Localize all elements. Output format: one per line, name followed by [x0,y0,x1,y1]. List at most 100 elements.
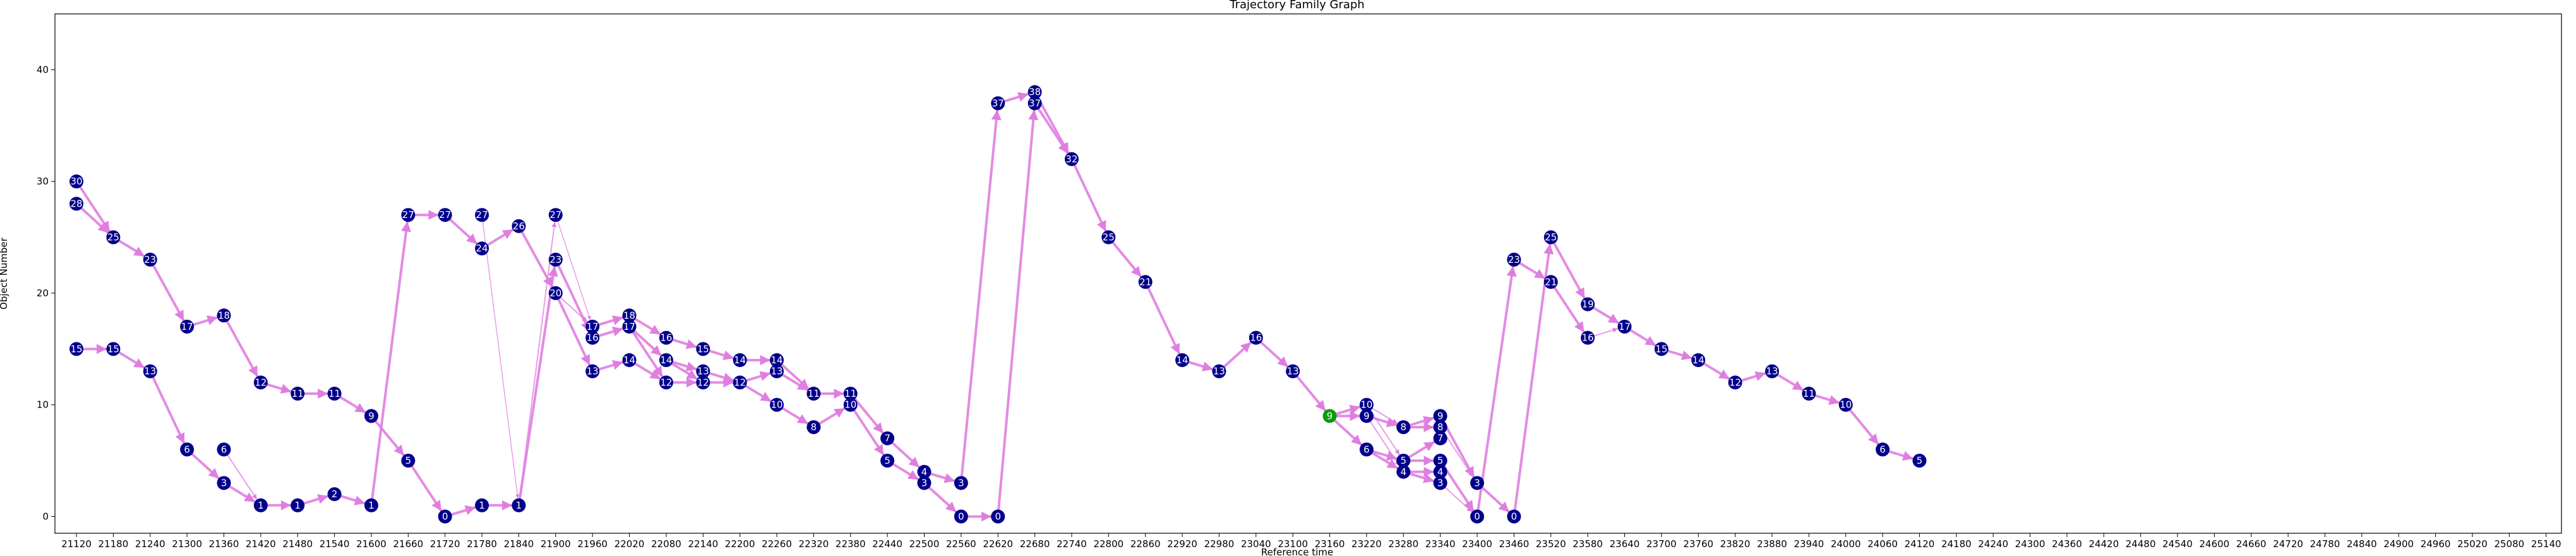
trajectory-node: 3 [1470,476,1485,490]
trajectory-node: 5 [1912,454,1927,468]
edge-arrow [597,360,624,371]
edge-arrow [597,315,624,326]
trajectory-node: 8 [1433,420,1447,435]
node-marker [585,364,600,378]
trajectory-node: 37 [991,96,1005,111]
trajectory-node: 23 [1507,252,1521,267]
trajectory-node: 10 [770,397,784,412]
edge-arrow [1037,107,1069,154]
trajectory-node: 27 [438,208,452,222]
node-label: 9 [1437,410,1444,421]
trajectory-node: 27 [548,208,563,222]
x-tick-label: 23400 [1462,538,1492,550]
trajectory-node: 17 [1617,319,1632,334]
y-tick-label: 0 [42,511,49,522]
node-label: 8 [1401,421,1407,433]
y-tick-label: 10 [37,399,49,411]
edge-arrow [633,317,661,335]
nodes-layer: 3028152515231317618631211111129127527027… [69,85,1927,524]
y-tick-label: 20 [37,287,49,299]
edge-arrow [1111,241,1142,278]
node-marker [291,498,305,512]
x-tick-label: 21360 [209,538,239,550]
node-label: 0 [995,511,1001,522]
trajectory-node: 11 [806,387,821,401]
node-label: 23 [549,254,561,265]
trajectory-node: 17 [622,319,637,334]
edge-arrow [225,320,259,377]
trajectory-node: 14 [733,353,747,367]
node-marker [1396,464,1411,479]
edge-arrow [1335,404,1361,416]
edge-arrow [671,361,697,372]
trajectory-node: 32 [1064,152,1079,166]
node-marker [1543,230,1558,245]
node-label: 5 [1917,455,1923,466]
edge-arrow [518,222,557,499]
node-marker [1027,85,1042,99]
edge-arrow [853,397,884,434]
node-marker [217,442,231,457]
x-tick-label: 23700 [1646,538,1677,550]
node-marker [1507,252,1521,267]
node-label: 1 [258,500,264,511]
x-tick-label: 22560 [946,538,976,550]
trajectory-node: 6 [1359,442,1374,457]
y-axis-label: Object Number [0,237,9,310]
trajectory-node: 12 [253,375,268,390]
x-tick-label: 24960 [2421,538,2451,550]
x-tick-label: 21300 [172,538,202,550]
edge-arrow [1223,341,1252,368]
node-label: 18 [623,310,635,321]
trajectory-node: 2 [327,487,342,502]
x-tick-label: 21540 [320,538,350,550]
x-tick-label: 25020 [2457,538,2488,550]
node-label: 15 [107,343,119,354]
trajectory-node: 12 [696,375,710,390]
x-tick-label: 21240 [135,538,165,550]
node-marker [954,509,968,524]
node-label: 13 [587,366,599,377]
node-marker [1691,353,1706,367]
node-label: 14 [770,354,782,366]
node-label: 12 [255,377,267,388]
node-marker [1359,442,1374,457]
edge-arrow [518,265,558,500]
edge-arrow [745,371,771,382]
trajectory-node: 5 [401,454,416,468]
node-label: 12 [697,377,709,388]
x-tick-label: 21960 [577,538,608,550]
node-label: 13 [1213,366,1225,377]
x-tick-label: 24840 [2347,538,2377,550]
edge-arrow [450,505,476,516]
trajectory-node: 5 [1396,454,1411,468]
x-tick-label: 24600 [2200,538,2230,550]
node-label: 27 [549,209,561,221]
node-marker [806,420,821,435]
trajectory-node: 23 [548,252,563,267]
node-marker [106,342,121,356]
x-tick-label: 24120 [1905,538,1935,550]
trajectory-node: 14 [1691,353,1706,367]
edge-arrow [1371,452,1399,469]
edge-arrow [632,331,664,378]
trajectory-node: 10 [1838,397,1853,412]
edge-arrow [1814,394,1840,405]
edge-arrow [891,442,920,468]
edge-arrow [892,462,920,481]
trajectory-node: 11 [1802,387,1816,401]
trajectory-node: 1 [475,498,489,512]
x-tick-label: 23940 [1794,538,1824,550]
node-label: 17 [181,321,193,332]
node-label: 1 [294,500,301,511]
node-label: 7 [884,433,890,444]
node-marker [696,364,710,378]
x-tick-label: 22440 [872,538,902,550]
edge-arrow [1443,432,1474,478]
x-tick-label: 22980 [1204,538,1235,550]
node-marker [1433,454,1447,468]
edge-arrow [928,486,957,513]
node-marker [143,252,157,267]
node-marker [253,375,268,390]
node-label: 16 [1250,332,1262,344]
